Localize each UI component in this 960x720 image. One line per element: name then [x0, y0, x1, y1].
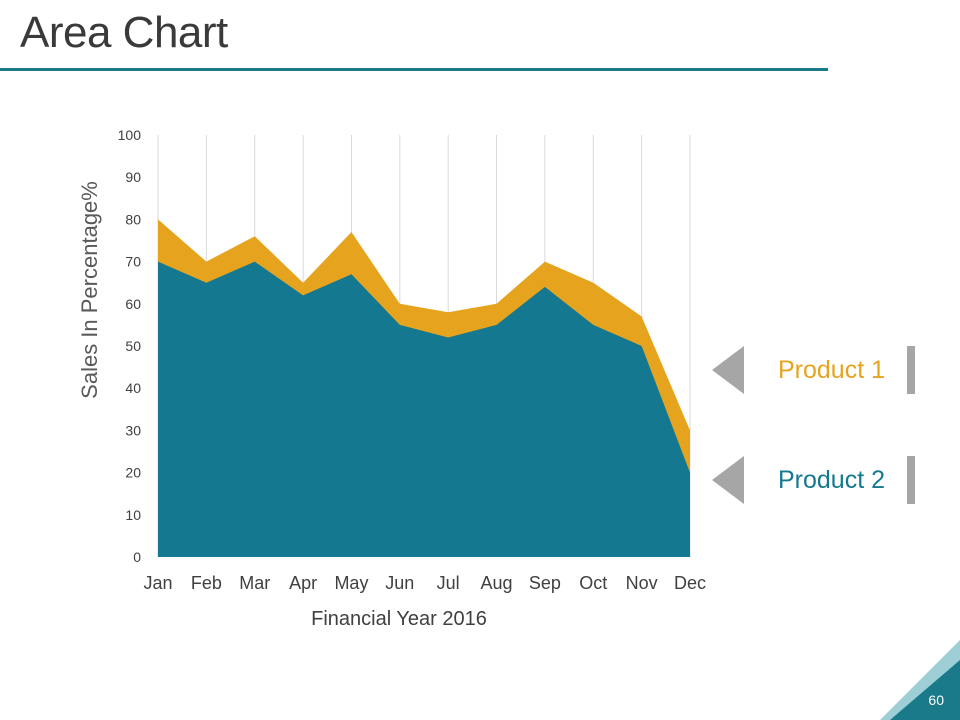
y-tick-label: 10	[125, 507, 141, 523]
y-axis-ticks: 0 10 20 30 40 50 60 70 80 90 100	[118, 127, 142, 565]
x-tick-label: Jun	[385, 573, 414, 593]
x-tick-label: Jan	[143, 573, 172, 593]
chart-areas	[158, 219, 690, 557]
page-number: 60	[928, 692, 944, 708]
y-tick-label: 90	[125, 169, 141, 185]
x-tick-label: Aug	[481, 573, 513, 593]
legend-arrow-left-icon	[712, 456, 744, 504]
legend-label-product-1: Product 1	[778, 356, 886, 384]
title-underline	[0, 68, 828, 71]
legend-item-product-1: Product 1	[712, 345, 922, 395]
x-axis-ticks: Jan Feb Mar Apr May Jun Jul Aug Sep Oct Nov Dec	[143, 573, 706, 593]
x-tick-label: Jul	[437, 573, 460, 593]
x-tick-label: Sep	[529, 573, 561, 593]
legend-bracket	[907, 456, 915, 504]
x-tick-label: Dec	[674, 573, 706, 593]
y-tick-label: 20	[125, 465, 141, 481]
legend-item-product-2: Product 2	[712, 455, 922, 505]
x-tick-label: May	[334, 573, 368, 593]
x-tick-label: Feb	[191, 573, 222, 593]
y-tick-label: 70	[125, 254, 141, 270]
y-tick-label: 80	[125, 211, 141, 227]
x-tick-label: Nov	[626, 573, 658, 593]
x-axis-label: Financial Year 2016	[311, 608, 487, 630]
page-title: Area Chart	[20, 8, 228, 57]
y-tick-label: 100	[118, 127, 142, 143]
y-tick-label: 40	[125, 380, 141, 396]
legend-bracket	[907, 346, 915, 394]
y-tick-label: 50	[125, 338, 141, 354]
y-tick-label: 30	[125, 422, 141, 438]
y-tick-label: 60	[125, 296, 141, 312]
legend-label-product-2: Product 2	[778, 466, 886, 494]
x-tick-label: Mar	[239, 573, 270, 593]
y-axis-label: Sales In Percentage%	[77, 181, 102, 399]
x-tick-label: Apr	[289, 573, 317, 593]
x-tick-label: Oct	[579, 573, 607, 593]
area-series-product-2	[158, 261, 690, 557]
y-tick-label: 0	[133, 549, 141, 565]
legend-arrow-left-icon	[712, 346, 744, 394]
